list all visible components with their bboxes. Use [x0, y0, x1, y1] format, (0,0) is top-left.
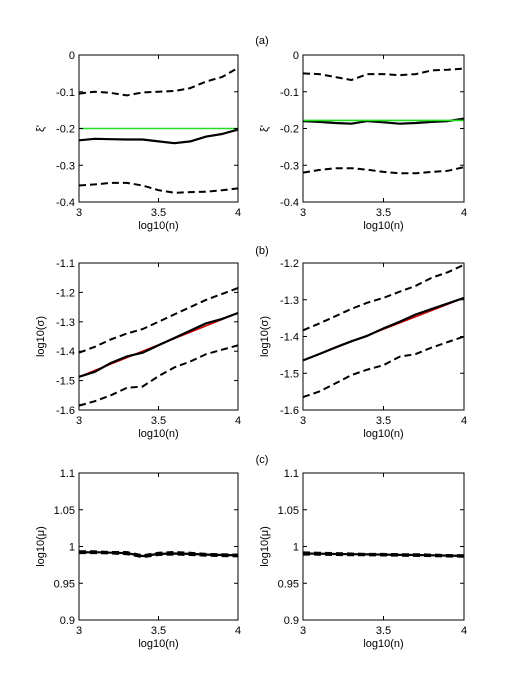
chart-3: 3 3.5 4 -1.6 -1.5 -1.4 -1.3 -1.2 -1.1 log10(n) log…	[35, 258, 241, 440]
x-axis-label: log10(n)	[363, 220, 403, 232]
y-tick-label: -1.5	[280, 368, 299, 380]
x-tick-label: 3.5	[151, 415, 166, 427]
series-line-1	[303, 263, 464, 332]
series-line-1	[79, 287, 238, 354]
y-tick-label: 1	[293, 542, 299, 554]
y-tick-label: 0.95	[278, 578, 299, 590]
x-axis-label: log10(n)	[363, 428, 403, 440]
y-tick-label: 0	[69, 50, 75, 62]
x-tick-label: 4	[235, 625, 241, 637]
y-tick-label: -0.1	[56, 87, 75, 99]
y-tick-label: -1.3	[280, 295, 299, 307]
y-tick-label: -0.3	[56, 160, 75, 172]
x-axis-label: log10(n)	[138, 638, 178, 650]
x-tick-label: 4	[461, 207, 467, 219]
x-tick-label: 3.5	[151, 625, 166, 637]
series-line-1	[303, 67, 464, 81]
y-tick-label: -0.1	[280, 87, 299, 99]
series-line-4	[303, 335, 464, 399]
x-tick-label: 3.5	[376, 207, 391, 219]
series-line-2	[79, 128, 238, 145]
series-line-2	[303, 117, 464, 125]
x-tick-label: 3.5	[376, 625, 391, 637]
series-line-4	[303, 166, 464, 175]
y-axis-label: log10(σ)	[259, 316, 271, 357]
chart-6: 3 3.5 4 0.9 0.95 1 1.05 1.1 log10(n) log10(μ)	[259, 468, 467, 650]
panel-label-a: (a)	[255, 35, 268, 47]
x-tick-label: 4	[235, 207, 241, 219]
x-tick-label: 4	[461, 415, 467, 427]
axes-box	[302, 54, 465, 203]
x-tick-label: 4	[235, 415, 241, 427]
y-tick-label: -1.6	[280, 405, 299, 417]
x-axis-label: log10(n)	[138, 428, 178, 440]
y-tick-label: -1.6	[56, 405, 75, 417]
x-tick-label: 3	[76, 625, 82, 637]
series-line-3	[79, 552, 238, 559]
x-tick-label: 3	[76, 207, 82, 219]
x-axis-label: log10(n)	[138, 220, 178, 232]
y-tick-label: 0.95	[54, 578, 75, 590]
y-tick-label: -0.2	[280, 124, 299, 136]
y-tick-label: -1.3	[56, 317, 75, 329]
panel-label-b: (b)	[255, 245, 268, 257]
y-tick-label: -1.1	[56, 258, 75, 270]
chart-5: 3 3.5 4 0.9 0.95 1 1.05 1.1 log10(n) log10(μ)	[35, 468, 241, 650]
chart-2: 3 3.5 4 -0.4 -0.3 -0.2 -0.1 0 log10(n) ξ'	[259, 50, 467, 232]
series-line-4	[79, 181, 238, 194]
y-tick-label: 1.05	[278, 505, 299, 517]
y-tick-label: -0.3	[280, 160, 299, 172]
y-tick-label: 0.9	[60, 615, 75, 627]
y-tick-label: -1.2	[280, 258, 299, 270]
y-tick-label: -1.4	[56, 346, 75, 358]
y-tick-label: 0	[293, 50, 299, 62]
x-tick-label: 4	[461, 625, 467, 637]
x-tick-label: 3.5	[376, 415, 391, 427]
y-tick-label: -1.4	[280, 332, 299, 344]
y-tick-label: -0.2	[56, 124, 75, 136]
series-line-4	[79, 344, 238, 407]
y-axis-label: log10(μ)	[35, 526, 47, 567]
y-tick-label: 1.05	[54, 505, 75, 517]
y-tick-label: -0.4	[280, 197, 299, 209]
y-tick-label: 1.1	[60, 468, 75, 480]
axes-box	[78, 472, 239, 621]
x-axis-label: log10(n)	[363, 638, 403, 650]
x-tick-label: 3	[300, 625, 306, 637]
y-axis-label: ξ'	[259, 125, 271, 132]
y-tick-label: 0.9	[284, 615, 299, 627]
y-tick-label: 1	[69, 542, 75, 554]
axes-box	[302, 472, 465, 621]
y-tick-label: -1.2	[56, 287, 75, 299]
panel-label-c: (c)	[256, 454, 269, 466]
axes-box	[78, 262, 239, 411]
y-axis-label: ξ'	[35, 125, 47, 132]
x-tick-label: 3.5	[151, 207, 166, 219]
chart-4: 3 3.5 4 -1.6 -1.5 -1.4 -1.3 -1.2 log10(n) log10(σ…	[259, 258, 467, 440]
x-tick-label: 3	[300, 207, 306, 219]
series-line-1	[79, 67, 238, 97]
series-line-3	[79, 311, 238, 378]
y-tick-label: 1.1	[284, 468, 299, 480]
y-tick-label: -1.5	[56, 376, 75, 388]
chart-1: 3 3.5 4 -0.4 -0.3 -0.2 -0.1 0 log10(n) ξ'	[35, 50, 241, 232]
x-tick-label: 3	[300, 415, 306, 427]
charts-layer: 3 3.5 4 -0.4 -0.3 -0.2 -0.1 0 log10(n) ξ' 3 3.5 4 -0.…	[35, 50, 467, 650]
series-line-3	[303, 296, 464, 362]
x-tick-label: 3	[76, 415, 82, 427]
y-axis-label: log10(σ)	[35, 316, 47, 357]
y-axis-label: log10(μ)	[259, 526, 271, 567]
series-line-3	[303, 553, 464, 558]
y-tick-label: -0.4	[56, 197, 75, 209]
